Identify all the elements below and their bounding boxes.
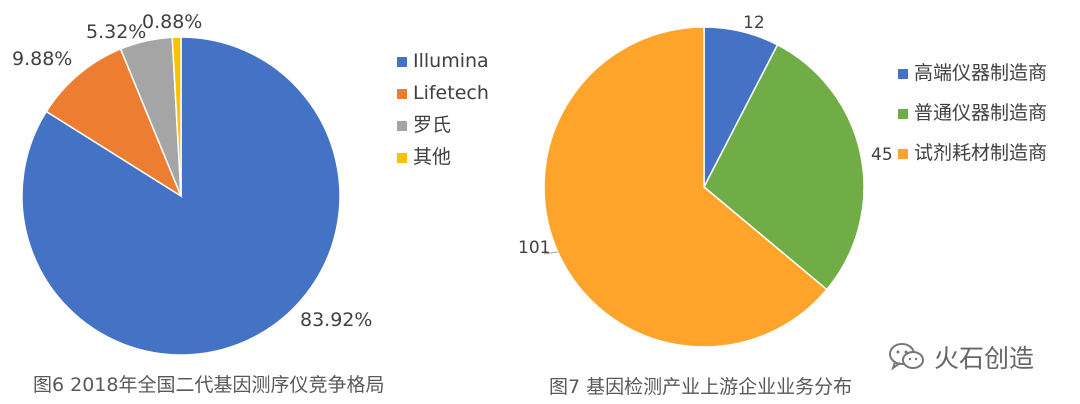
legend-swatch-item-3 (397, 153, 407, 163)
legend-swatch-item-0 (898, 69, 908, 79)
data-label-item-1: 45 (871, 145, 893, 165)
wechat-icon (889, 343, 924, 371)
figure-7-caption: 图7 基因检测产业上游企业业务分布 (549, 376, 853, 398)
legend-swatch-lifetech (397, 89, 407, 99)
watermark-text: 火石创造 (934, 344, 1035, 373)
legend-label-lifetech: Lifetech (413, 82, 489, 104)
legend-swatch-illumina (397, 57, 407, 67)
data-label-item-3: 0.88% (142, 11, 202, 33)
data-label-illumina: 83.92% (300, 309, 372, 331)
pie-chart-business-distribution: 12 45 101 (518, 13, 893, 348)
legend-label-item-0: 高端仪器制造商 (914, 62, 1047, 84)
leader-line-item-2 (543, 251, 559, 255)
pie-slice-lifetech (45, 47, 183, 198)
data-label-item-0: 12 (743, 13, 765, 33)
pie-slice-item-2 (543, 26, 828, 348)
legend-label-item-1: 普通仪器制造商 (914, 102, 1047, 124)
data-label-item-2: 101 (518, 238, 550, 258)
watermark: 火石创造 (888, 341, 1034, 373)
legend-swatch-item-1 (898, 109, 908, 119)
legend-label-item-2: 试剂耗材制造商 (914, 142, 1047, 164)
legend-label-item-2: 罗氏 (413, 114, 451, 136)
figure-6-caption: 图6 2018年全国二代基因测序仪竞争格局 (33, 374, 385, 396)
data-label-lifetech: 9.88% (12, 48, 72, 70)
pie-chart-market-share: 83.92% 9.88% 5.32%0.88% (12, 11, 372, 356)
legend-label-item-3: 其他 (413, 146, 451, 168)
legend-label-illumina: Illumina (413, 50, 489, 72)
pie-slice-item-3 (171, 36, 182, 197)
legend-swatch-item-2 (397, 121, 407, 131)
data-label-item-2: 5.32% (86, 21, 146, 43)
legend-swatch-item-2 (898, 149, 908, 159)
pie-slice-item-1 (703, 43, 865, 291)
